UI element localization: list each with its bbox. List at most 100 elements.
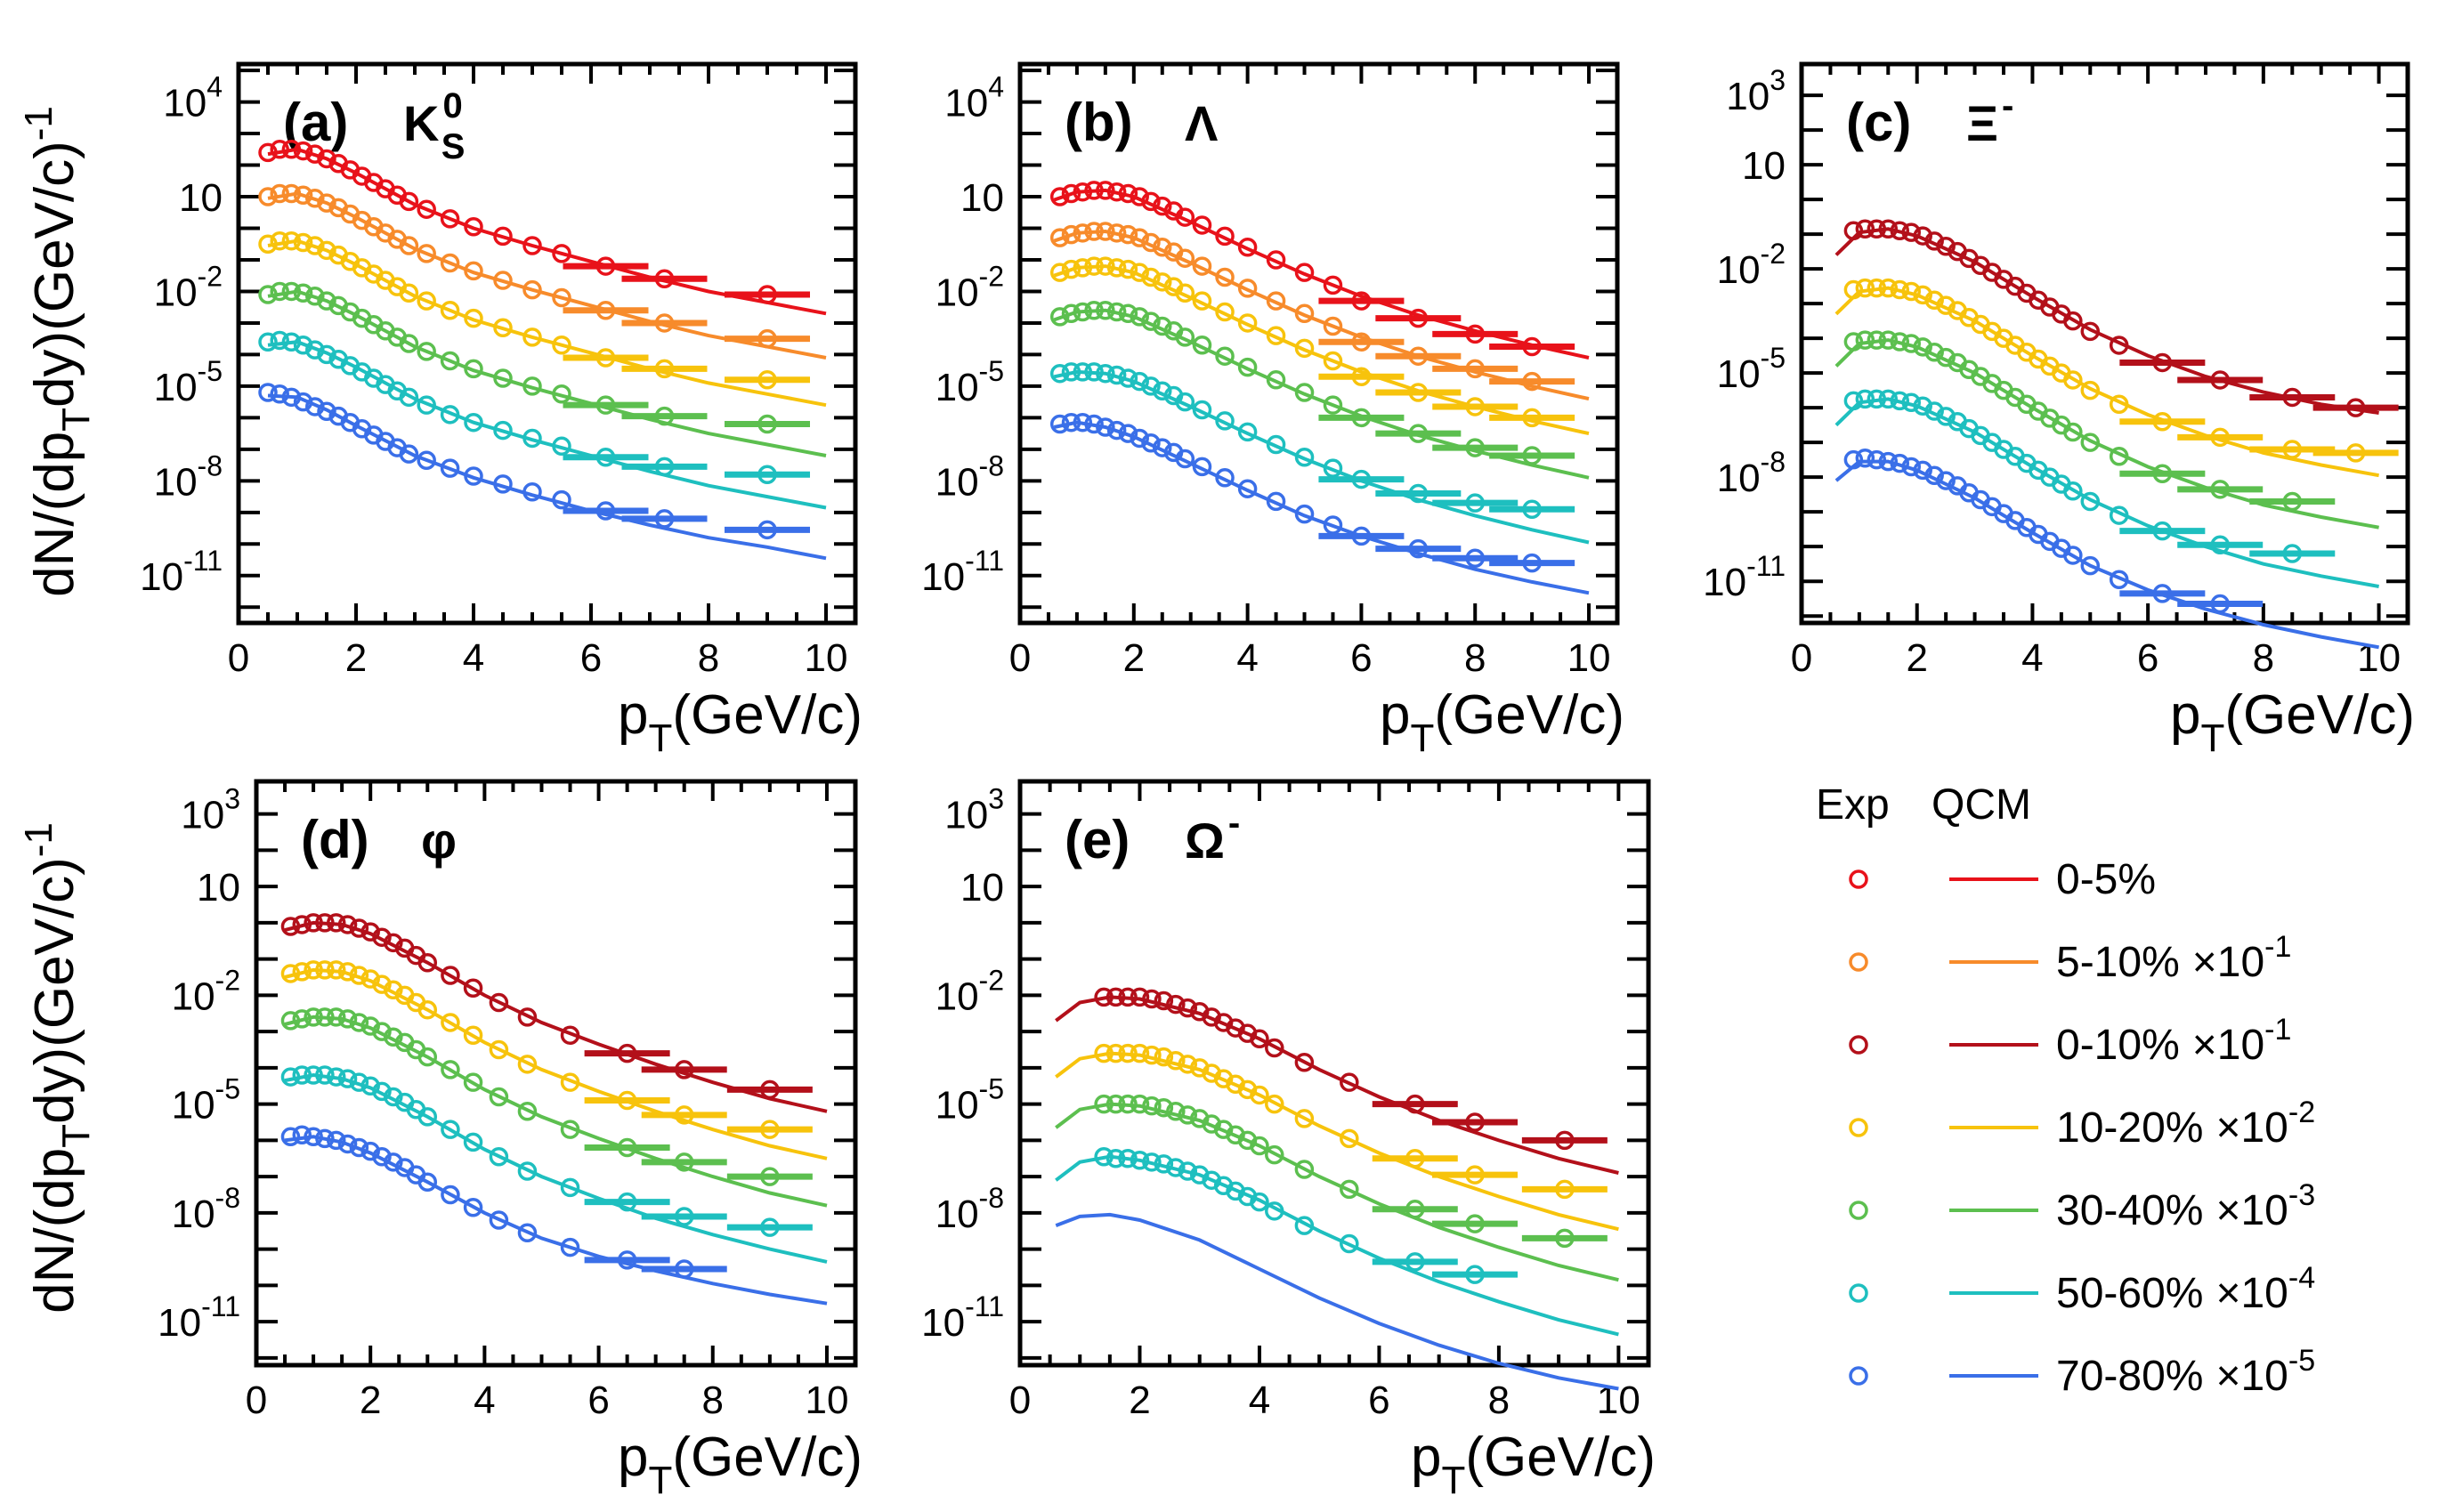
data-point [1061,412,1081,433]
data-point [1130,187,1149,206]
series-70-80% [258,383,827,561]
y-tick-label: 103 [181,783,240,837]
data-point [595,501,616,521]
data-point [2080,491,2101,512]
data-point [360,1016,380,1036]
x-tick-label: 6 [580,636,602,680]
data-point [1084,414,1104,434]
data-point [1166,1158,1186,1177]
data-point [2282,491,2303,512]
y-tick-label: 10-2 [154,260,223,314]
data-point [1084,181,1104,200]
data-point [1192,400,1212,420]
data-point [281,281,302,302]
data-point [464,466,483,486]
x-tick-label: 8 [1488,1379,1510,1422]
data-point [1215,267,1235,287]
legend-label: 0-10% ×10-1 [2056,1013,2291,1069]
data-point [1408,538,1429,559]
data-point [463,978,483,998]
data-point [2109,570,2129,589]
data-point [1141,376,1161,396]
series-70-80% [280,1125,828,1306]
data-point [270,230,289,251]
data-point [315,913,335,933]
data-point [757,414,777,434]
data-point [1408,346,1429,366]
data-point [489,1210,509,1230]
data-point [1250,1192,1269,1212]
data-point [1913,396,1932,416]
data-point [1266,291,1286,311]
series-0-10% [280,913,828,1113]
data-point [517,1007,538,1027]
data-point [305,189,325,208]
data-point [1855,448,1875,468]
data-point [617,1250,637,1270]
data-point [1237,479,1258,498]
data-point [337,1069,358,1088]
x-tick-label: 4 [1236,636,1258,680]
y-tick-label: 10 [179,176,223,220]
data-point [1178,1161,1198,1181]
data-point [399,334,419,353]
data-point [2152,412,2173,432]
legend-marker [1849,1283,1868,1303]
y-tick-label: 10 [1742,144,1786,188]
data-point [1175,449,1195,469]
data-point [399,236,419,255]
data-point [1215,302,1235,322]
x-tick-label: 2 [1123,636,1145,680]
y-tick-label: 10-8 [172,1182,240,1236]
plot-frame [1799,61,2410,626]
data-point [522,428,542,449]
data-point [1073,223,1093,243]
data-point [1294,1053,1315,1072]
y-tick-label: 10 [960,866,1004,910]
y-tick-label: 10-11 [158,1290,240,1345]
data-point [293,283,313,303]
particle-label: φ [421,813,457,869]
data-point [326,960,346,980]
series-0-10% [1834,219,2399,417]
data-point [1049,414,1070,434]
data-point [1465,438,1485,457]
data-point [2345,398,2366,417]
data-point [522,327,542,347]
y-tick-label: 10-2 [1717,238,1786,292]
data-point [1294,383,1315,402]
data-point [349,1013,369,1032]
data-point [1867,219,1887,239]
data-point [1118,224,1138,245]
data-point [1855,330,1875,350]
data-point [1878,278,1899,298]
data-point [1867,330,1887,350]
series-0-10% [1055,987,1619,1175]
data-point [2109,336,2129,355]
x-axis-title: pT(GeV/c) [1411,1427,1656,1502]
data-point [522,279,542,300]
data-point [493,318,513,338]
data-point [337,1009,358,1029]
data-point [1465,1165,1485,1185]
data-point [384,933,403,953]
data-point [304,1065,323,1085]
data-point [760,1120,780,1139]
model-curve [1055,1154,1619,1337]
panel-d: 0 2 4 6 8 10 pT(GeV/c) 103 10 10-2 10-5 10-8 10-11 dN… [17,779,863,1502]
legend-header-model: QCM [1932,781,2031,829]
panel-tag: (c) [1846,93,1911,152]
data-point [1118,987,1138,1007]
data-point [1294,1109,1315,1128]
data-point [270,281,289,302]
data-point [1901,281,1921,302]
model-curve [1055,995,1619,1175]
data-point [1153,381,1172,400]
x-tick-label: 2 [1129,1379,1150,1422]
legend-marker [1849,869,1868,889]
data-point [1924,401,1944,421]
data-point [1408,383,1429,402]
data-point [1890,391,1910,411]
series-10-20% [258,230,827,408]
